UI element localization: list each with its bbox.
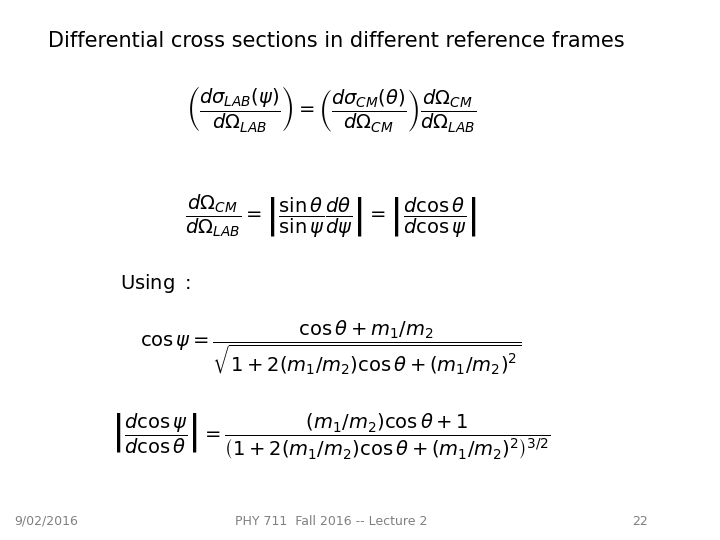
Text: 9/02/2016: 9/02/2016 bbox=[14, 515, 78, 528]
Text: $\mathrm{Using\ :}$: $\mathrm{Using\ :}$ bbox=[120, 272, 191, 295]
Text: Differential cross sections in different reference frames: Differential cross sections in different… bbox=[48, 31, 624, 51]
Text: PHY 711  Fall 2016 -- Lecture 2: PHY 711 Fall 2016 -- Lecture 2 bbox=[235, 515, 428, 528]
Text: 22: 22 bbox=[632, 515, 648, 528]
Text: $\left|\dfrac{d\cos\psi}{d\cos\theta}\right| = \dfrac{(m_1/m_2)\cos\theta+1}{\le: $\left|\dfrac{d\cos\psi}{d\cos\theta}\ri… bbox=[112, 411, 551, 462]
Text: $\left(\dfrac{d\sigma_{LAB}(\psi)}{d\Omega_{LAB}}\right) = \left(\dfrac{d\sigma_: $\left(\dfrac{d\sigma_{LAB}(\psi)}{d\Ome… bbox=[186, 84, 477, 134]
Text: $\dfrac{d\Omega_{CM}}{d\Omega_{LAB}} = \left|\dfrac{\sin\theta}{\sin\psi}\dfrac{: $\dfrac{d\Omega_{CM}}{d\Omega_{LAB}} = \… bbox=[185, 193, 477, 240]
Text: $\cos\psi = \dfrac{\cos\theta + m_1/m_2}{\sqrt{1+2(m_1/m_2)\cos\theta+(m_1/m_2)^: $\cos\psi = \dfrac{\cos\theta + m_1/m_2}… bbox=[140, 319, 522, 377]
